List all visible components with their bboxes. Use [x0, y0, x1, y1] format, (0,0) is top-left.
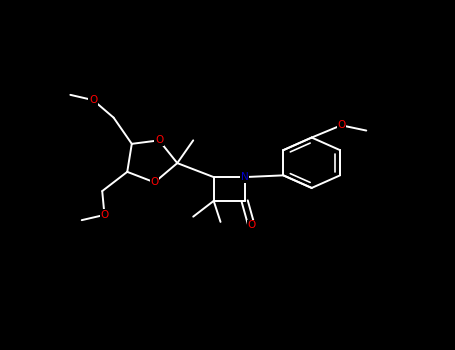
Text: O: O [155, 135, 163, 145]
Text: O: O [151, 177, 159, 187]
Text: O: O [89, 95, 97, 105]
Text: O: O [248, 220, 256, 230]
Text: N: N [241, 172, 248, 182]
Text: O: O [337, 120, 345, 130]
Text: O: O [101, 210, 109, 220]
